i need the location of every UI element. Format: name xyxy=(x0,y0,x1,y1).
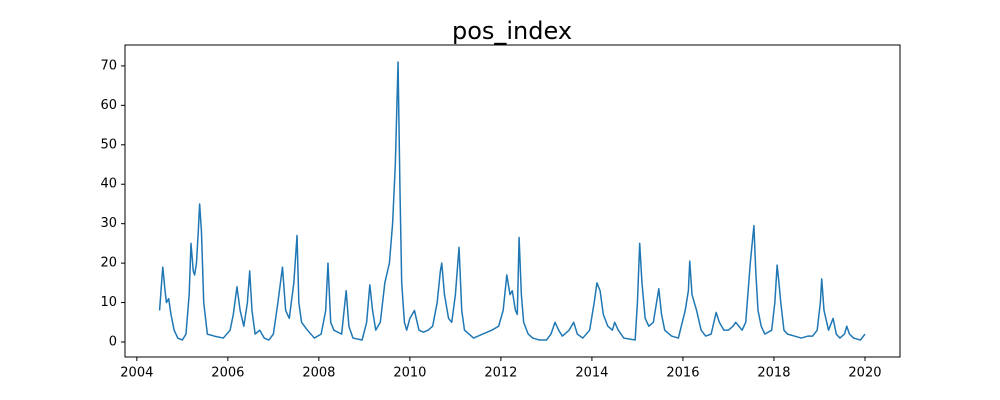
y-tick-label: 10 xyxy=(100,295,117,310)
x-tick-label: 2008 xyxy=(302,366,335,381)
x-tick-label: 2006 xyxy=(211,366,244,381)
x-tick-label: 2010 xyxy=(393,366,426,381)
y-tick-label: 70 xyxy=(100,58,117,73)
x-tick-label: 2020 xyxy=(848,366,881,381)
y-tick-label: 50 xyxy=(100,137,117,152)
x-tick-label: 2004 xyxy=(120,366,153,381)
x-tick-label: 2012 xyxy=(484,366,517,381)
data-line xyxy=(158,61,866,341)
plot-frame xyxy=(124,44,901,358)
y-tick-label: 30 xyxy=(100,216,117,231)
y-tick-label: 40 xyxy=(100,177,117,192)
chart-title: pos_index xyxy=(452,17,572,45)
x-tick-label: 2016 xyxy=(666,366,699,381)
y-tick-label: 20 xyxy=(100,256,117,271)
x-tick-label: 2018 xyxy=(757,366,790,381)
x-tick-label: 2014 xyxy=(575,366,608,381)
y-tick-label: 60 xyxy=(100,98,117,113)
y-tick-label: 0 xyxy=(109,335,117,350)
